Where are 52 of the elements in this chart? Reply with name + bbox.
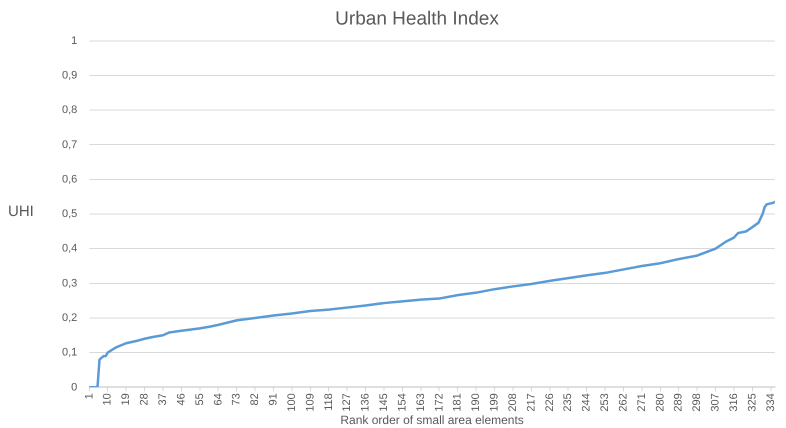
x-tick-label: 154 [396, 393, 408, 412]
x-axis-title: Rank order of small area elements [340, 413, 524, 428]
x-tick-label: 289 [672, 393, 685, 412]
x-tick-label: 109 [304, 393, 316, 412]
x-tick-label: 136 [360, 393, 372, 412]
y-axis-title: UHI [8, 203, 34, 220]
y-tick-label: 0 [71, 381, 78, 394]
x-tick-label: 334 [764, 393, 777, 412]
x-tick-label: 100 [286, 393, 298, 412]
x-tick-label: 64 [212, 393, 224, 406]
x-tick-label: 1 [83, 393, 96, 400]
x-tick-label: 118 [322, 393, 335, 411]
x-tick-label: 127 [341, 393, 354, 412]
x-tick-label: 163 [414, 393, 427, 412]
y-tick-label: 0,8 [62, 104, 78, 116]
x-tick-label: 262 [617, 393, 630, 412]
y-tick-label: 0,4 [62, 242, 78, 255]
y-tick-label: 0,1 [62, 346, 78, 359]
x-tick-label: 307 [710, 393, 722, 412]
x-tick-label: 145 [378, 393, 390, 412]
chart-title: Urban Health Index [335, 8, 500, 30]
x-tick-label: 226 [544, 393, 556, 412]
x-tick-label: 199 [488, 393, 501, 412]
x-tick-label: 28 [138, 393, 151, 406]
x-tick-label: 55 [194, 393, 206, 406]
x-tick-label: 208 [506, 393, 519, 412]
x-tick-label: 46 [175, 393, 188, 406]
x-tick-label: 316 [728, 393, 740, 412]
x-tick-label: 298 [691, 393, 704, 412]
x-tick-label: 253 [599, 393, 612, 412]
x-tick-label: 325 [746, 393, 758, 412]
x-tick-label: 190 [470, 393, 482, 412]
y-tick-label: 0,5 [62, 208, 78, 220]
x-tick-label: 19 [120, 393, 132, 406]
x-tick-label: 271 [636, 393, 648, 412]
x-tick-label: 172 [433, 393, 446, 412]
x-tick-label: 82 [249, 393, 262, 406]
x-tick-label: 37 [157, 393, 169, 406]
y-tick-label: 0,7 [62, 138, 78, 151]
y-tick-label: 0,2 [62, 312, 78, 324]
y-tick-label: 1 [71, 34, 78, 47]
x-tick-label: 10 [102, 393, 114, 406]
x-tick-label: 73 [230, 393, 243, 406]
x-tick-label: 235 [562, 393, 574, 412]
y-tick-label: 0,3 [62, 277, 78, 290]
x-tick-label: 244 [580, 393, 593, 412]
x-tick-label: 280 [654, 393, 666, 412]
x-tick-label: 217 [525, 393, 538, 412]
y-tick-label: 0,9 [62, 69, 78, 82]
y-tick-label: 0,6 [62, 173, 78, 186]
x-tick-label: 181 [452, 393, 464, 412]
x-tick-label: 91 [268, 393, 280, 406]
